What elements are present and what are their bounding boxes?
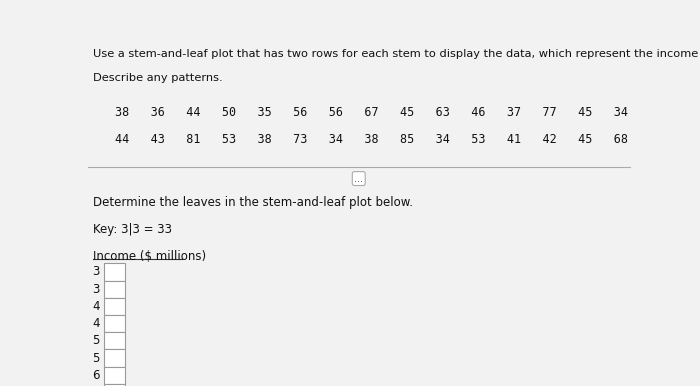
- Text: 6: 6: [92, 369, 99, 382]
- Text: 5: 5: [92, 334, 99, 347]
- Text: 3: 3: [92, 266, 99, 278]
- Text: Determine the leaves in the stem-and-leaf plot below.: Determine the leaves in the stem-and-lea…: [93, 196, 413, 210]
- Text: 44   43   81   53   38   73   34   38   85   34   53   41   42   45   68: 44 43 81 53 38 73 34 38 85 34 53 41 42 4…: [115, 132, 628, 146]
- Text: Income ($ millions): Income ($ millions): [93, 250, 206, 263]
- Text: 5: 5: [92, 352, 99, 365]
- Bar: [104, 281, 125, 298]
- Text: 4: 4: [92, 317, 99, 330]
- Text: ...: ...: [354, 174, 363, 184]
- Text: Use a stem-and-leaf plot that has two rows for each stem to display the data, wh: Use a stem-and-leaf plot that has two ro…: [93, 49, 700, 59]
- Bar: [104, 332, 125, 349]
- Bar: [104, 298, 125, 315]
- Bar: [104, 263, 125, 281]
- Bar: [104, 315, 125, 332]
- Text: Describe any patterns.: Describe any patterns.: [93, 73, 223, 83]
- Text: 4: 4: [92, 300, 99, 313]
- Text: 38   36   44   50   35   56   56   67   45   63   46   37   77   45   34: 38 36 44 50 35 56 56 67 45 63 46 37 77 4…: [115, 106, 628, 119]
- Bar: [104, 349, 125, 367]
- Text: Key: 3|3 = 33: Key: 3|3 = 33: [93, 223, 172, 236]
- Text: 3: 3: [92, 283, 99, 296]
- Bar: [104, 384, 125, 386]
- Bar: [104, 367, 125, 384]
